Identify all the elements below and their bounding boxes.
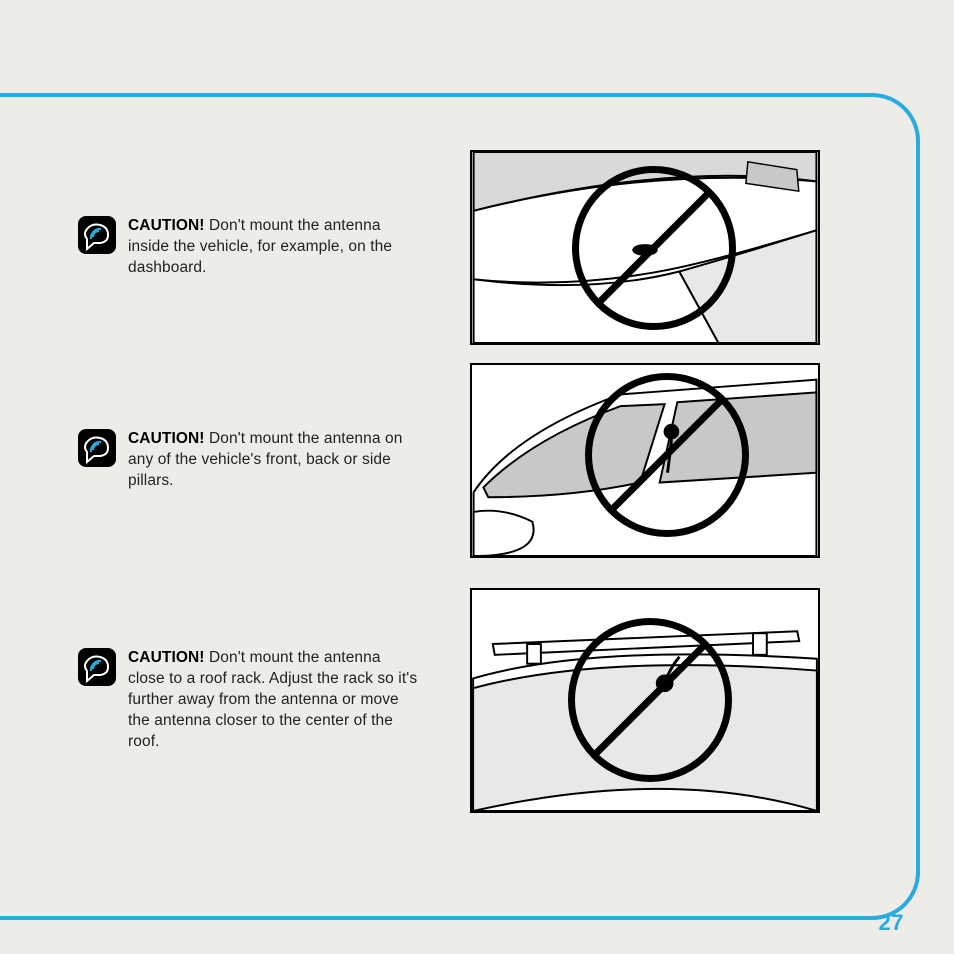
page-number: 27 [879,910,904,936]
illustration-dashboard [470,150,820,345]
caution-icon [78,216,116,254]
caution-text: CAUTION! Don't mount the antenna close t… [128,648,420,753]
illustration-roofrack [470,588,820,813]
caution-row: CAUTION! Don't mount the antenna on any … [0,363,894,558]
caution-text-block: CAUTION! Don't mount the antenna close t… [0,648,430,753]
caution-icon [78,648,116,686]
caution-row: CAUTION! Don't mount the antenna inside … [0,150,894,345]
illustration-pillar [470,363,820,558]
caution-text-block: CAUTION! Don't mount the antenna inside … [0,216,430,279]
caution-label: CAUTION! [128,430,205,447]
caution-row: CAUTION! Don't mount the antenna close t… [0,588,894,813]
caution-label: CAUTION! [128,217,205,234]
caution-text: CAUTION! Don't mount the antenna on any … [128,429,420,492]
caution-text: CAUTION! Don't mount the antenna inside … [128,216,420,279]
content-area: CAUTION! Don't mount the antenna inside … [0,150,894,894]
caution-text-block: CAUTION! Don't mount the antenna on any … [0,429,430,492]
caution-label: CAUTION! [128,649,205,666]
caution-icon [78,429,116,467]
